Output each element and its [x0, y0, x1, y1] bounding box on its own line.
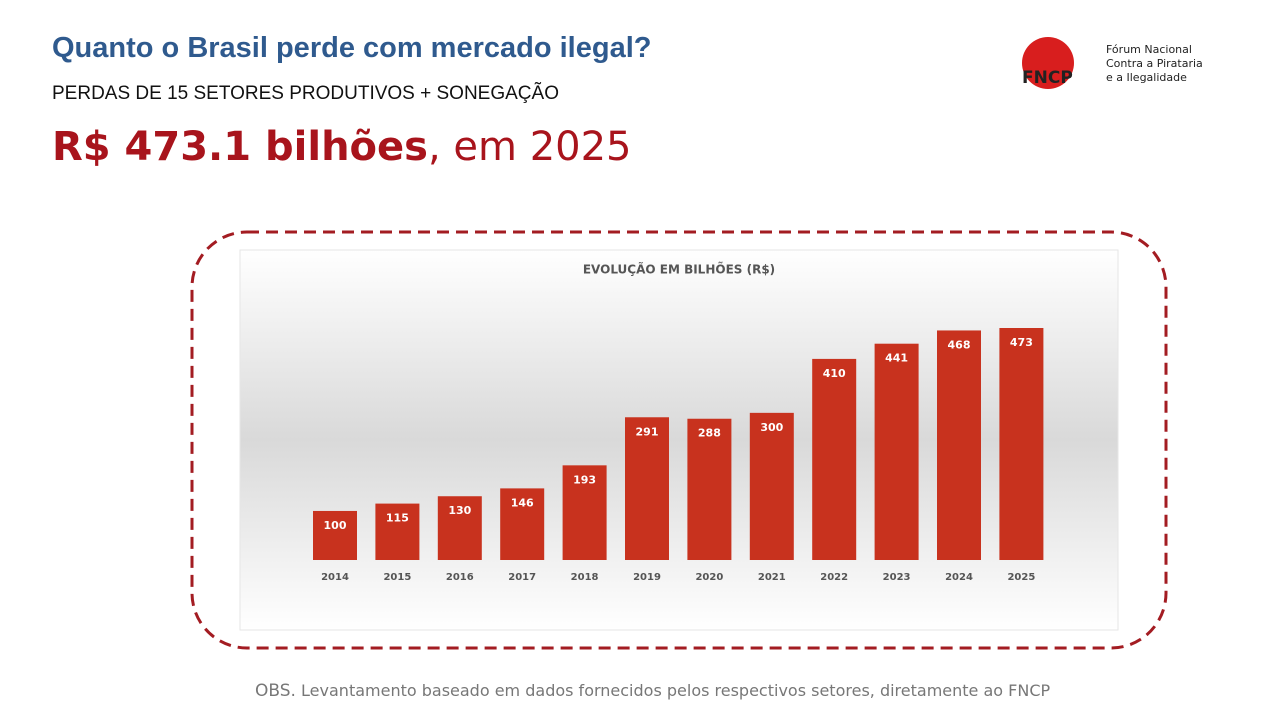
- x-tick-label: 2019: [633, 572, 661, 583]
- note-prefix: OBS.: [255, 681, 296, 701]
- note-text: Levantamento baseado em dados fornecidos…: [301, 681, 1051, 700]
- x-tick-label: 2016: [446, 572, 474, 583]
- subtitle: PERDAS DE 15 SETORES PRODUTIVOS + SONEGA…: [52, 83, 559, 104]
- highlight-suffix: , em 2025: [427, 124, 632, 170]
- data-label: 193: [573, 473, 596, 486]
- data-label: 100: [324, 519, 347, 532]
- x-tick-label: 2025: [1007, 572, 1035, 583]
- logo-line: Contra a Pirataria: [1106, 57, 1203, 70]
- data-label: 288: [698, 427, 721, 440]
- bar: [500, 488, 545, 560]
- x-tick-label: 2021: [758, 572, 786, 583]
- data-label: 146: [511, 496, 534, 509]
- logo-acronym: FNCP: [1022, 68, 1073, 88]
- bar: [999, 328, 1044, 560]
- x-tick-label: 2014: [321, 572, 349, 583]
- bar: [625, 417, 669, 560]
- bar: [812, 358, 857, 560]
- bar: [874, 343, 919, 560]
- x-tick-label: 2017: [508, 572, 536, 583]
- bar: [562, 465, 607, 560]
- logo-line: Fórum Nacional: [1106, 43, 1192, 56]
- data-label: 441: [885, 352, 908, 365]
- bar: [749, 412, 794, 560]
- logo-circle: [1022, 37, 1074, 89]
- x-tick-label: 2022: [820, 572, 848, 583]
- title: Quanto o Brasil perde com mercado ilegal…: [52, 32, 652, 64]
- x-tick-label: 2023: [883, 572, 911, 583]
- data-label: 115: [386, 512, 409, 525]
- logo-line: e a Ilegalidade: [1106, 71, 1187, 84]
- x-tick-label: 2015: [383, 572, 411, 583]
- bar: [313, 510, 357, 560]
- x-tick-label: 2024: [945, 572, 973, 583]
- x-tick-label: 2020: [695, 572, 723, 583]
- data-label: 291: [636, 425, 659, 438]
- chart-panel: [239, 249, 1119, 631]
- x-tick-label: 2018: [571, 572, 599, 583]
- bar: [437, 496, 482, 560]
- note: OBS. Levantamento baseado em dados forne…: [255, 681, 1050, 701]
- data-label: 130: [448, 504, 471, 517]
- bar: [937, 330, 981, 560]
- chart-title: EVOLUÇÃO EM BILHÕES (R$): [583, 262, 775, 277]
- highlight-value: R$ 473.1 bilhões: [52, 124, 428, 170]
- highlight: R$ 473.1 bilhões, em 2025: [52, 124, 631, 170]
- data-label: 300: [760, 421, 783, 434]
- bar: [687, 418, 732, 560]
- dashed-frame: [190, 230, 1168, 650]
- data-label: 468: [948, 338, 971, 351]
- logo: FNCP Fórum Nacional Contra a Pirataria e…: [1022, 37, 1203, 89]
- data-label: 410: [823, 367, 846, 380]
- bar: [375, 503, 420, 560]
- data-label: 473: [1010, 336, 1033, 349]
